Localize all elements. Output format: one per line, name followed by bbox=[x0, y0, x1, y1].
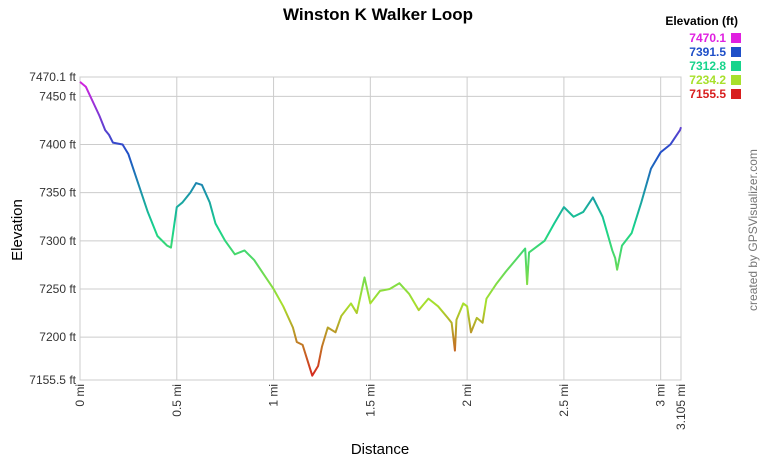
x-tick-label: 2 mi bbox=[460, 384, 474, 407]
credit: created by GPSVisualizer.com bbox=[746, 149, 760, 311]
y-tick-label: 7200 ft bbox=[39, 330, 76, 344]
legend-swatch bbox=[731, 75, 741, 85]
x-tick-label: 0.5 mi bbox=[170, 384, 184, 417]
x-axis-label: Distance bbox=[351, 441, 409, 458]
chart-title: Winston K Walker Loop bbox=[283, 5, 473, 24]
legend-label: 7155.5 bbox=[689, 87, 726, 101]
legend-swatch bbox=[731, 47, 741, 57]
legend-title: Elevation (ft) bbox=[665, 14, 738, 28]
elevation-line bbox=[79, 81, 682, 377]
legend-swatch bbox=[731, 89, 741, 99]
y-tick-label: 7400 ft bbox=[39, 138, 76, 152]
plot-area bbox=[79, 76, 682, 381]
legend-swatch bbox=[731, 61, 741, 71]
y-tick-label: 7350 ft bbox=[39, 186, 76, 200]
x-tick-label: 2.5 mi bbox=[557, 384, 571, 417]
legend-label: 7470.1 bbox=[689, 31, 726, 45]
x-tick-label: 1.5 mi bbox=[363, 384, 377, 417]
legend-swatch bbox=[731, 33, 741, 43]
legend-label: 7391.5 bbox=[689, 45, 726, 59]
y-tick-label: 7155.5 ft bbox=[29, 373, 76, 387]
x-tick-label: 0 mi bbox=[73, 384, 87, 407]
legend-label: 7312.8 bbox=[689, 59, 726, 73]
y-axis-label: Elevation bbox=[9, 199, 26, 261]
y-tick-label: 7300 ft bbox=[39, 234, 76, 248]
x-tick-label: 1 mi bbox=[267, 384, 281, 407]
x-tick-label: 3.105 mi bbox=[674, 384, 688, 430]
x-tick-label: 3 mi bbox=[654, 384, 668, 407]
legend-label: 7234.2 bbox=[689, 73, 726, 87]
y-tick-label: 7470.1 ft bbox=[29, 70, 76, 84]
y-tick-label: 7250 ft bbox=[39, 282, 76, 296]
y-tick-label: 7450 ft bbox=[39, 89, 76, 103]
